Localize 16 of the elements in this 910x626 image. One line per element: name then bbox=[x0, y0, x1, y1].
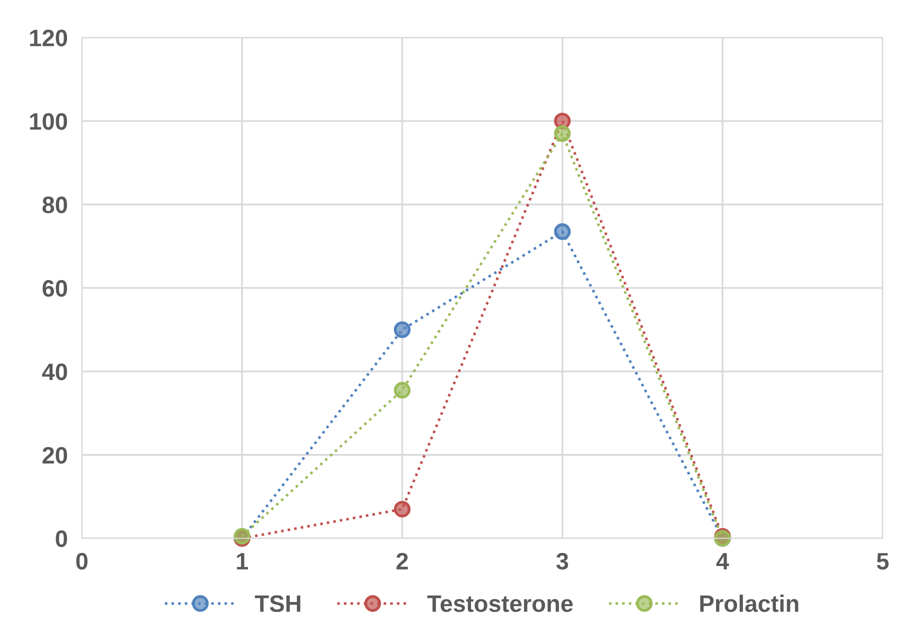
y-tick-label: 80 bbox=[42, 196, 68, 214]
y-tick-label: 20 bbox=[42, 446, 68, 464]
x-tick-label: 2 bbox=[396, 552, 408, 570]
y-tick-label: 60 bbox=[42, 280, 68, 297]
legend-label: Testosterone bbox=[427, 596, 573, 612]
x-tick-label: 5 bbox=[876, 553, 889, 570]
y-tick-label: 120 bbox=[30, 30, 68, 46]
x-tick-label: 4 bbox=[716, 553, 729, 570]
y-tick-label: 0 bbox=[56, 530, 68, 548]
y-tick-label: 100 bbox=[30, 113, 68, 130]
legend-label: TSH bbox=[254, 595, 300, 612]
legend-label: Prolactin bbox=[700, 594, 798, 612]
x-tick-label: 3 bbox=[556, 552, 568, 570]
y-tick-label: 40 bbox=[42, 363, 68, 380]
x-tick-label: 1 bbox=[236, 553, 248, 570]
x-tick-label: 0 bbox=[76, 552, 88, 570]
